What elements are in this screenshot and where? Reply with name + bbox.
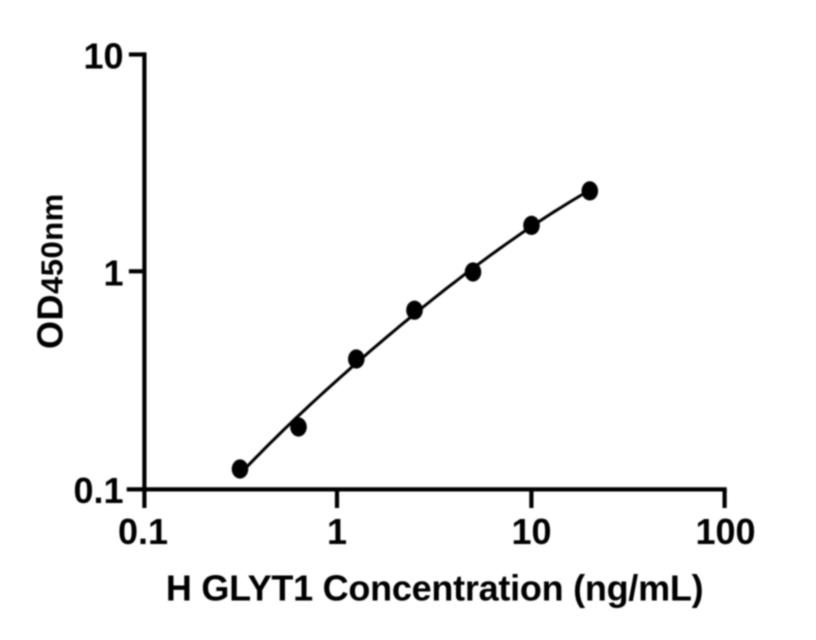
svg-text:100: 100 [695,511,755,552]
svg-text:1: 1 [327,511,347,552]
svg-text:0.1: 0.1 [73,470,123,511]
svg-text:H GLYT1 Concentration (ng/mL): H GLYT1 Concentration (ng/mL) [166,567,703,608]
svg-text:10: 10 [83,36,123,77]
svg-text:OD450nm: OD450nm [30,193,71,349]
svg-text:0.1: 0.1 [118,511,168,552]
svg-text:10: 10 [511,511,551,552]
svg-text:1: 1 [103,253,123,294]
